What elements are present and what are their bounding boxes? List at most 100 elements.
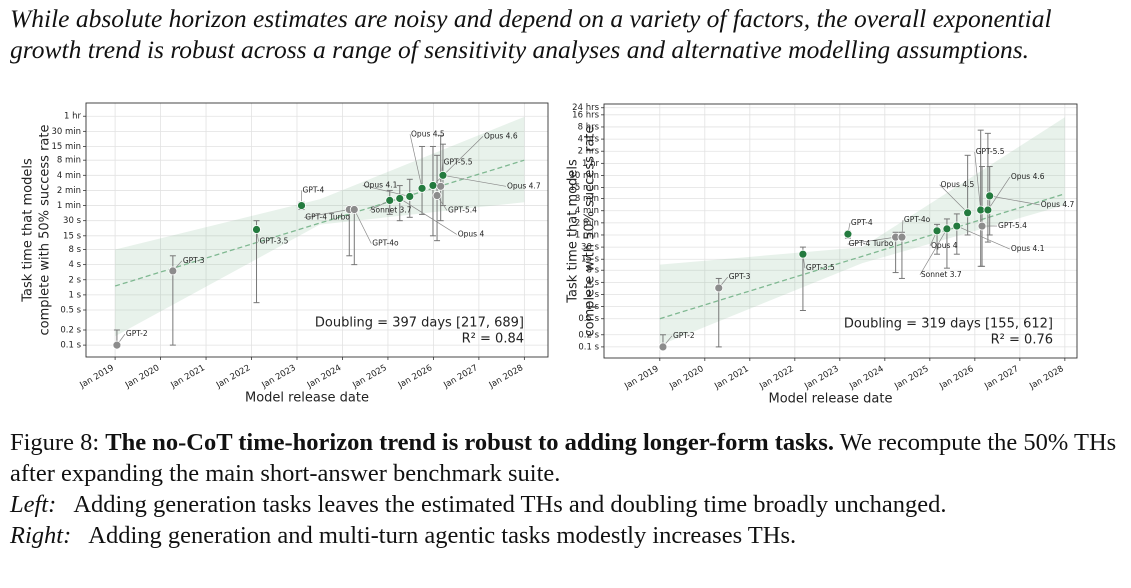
point-label: GPT-2: [126, 329, 148, 338]
x-tick-label: Jan 2023: [259, 363, 297, 391]
caption-left-label: Left:: [10, 491, 57, 518]
error-bar: [953, 213, 960, 255]
y-tick-label: 4 s: [68, 260, 81, 270]
y-tick-label: 8 hrs: [578, 122, 600, 132]
data-point: [168, 266, 178, 276]
point-label: GPT-3: [183, 256, 205, 265]
data-point: [985, 191, 995, 201]
point-label: GPT-5.5: [976, 147, 1005, 156]
point-label: GPT-4 Turbo: [305, 213, 350, 222]
leader-line: [939, 184, 968, 214]
intro-text: While absolute horizon estimates are noi…: [10, 4, 1052, 64]
caption-line: Left: Adding generation tasks leaves the…: [10, 489, 1128, 520]
data-point: [976, 205, 986, 215]
leader-line: [987, 176, 1011, 211]
y-tick-label: 24 hrs: [572, 103, 599, 113]
point-label: Opus 4.1: [364, 180, 398, 189]
leader-line: [919, 228, 948, 276]
chart: 0.1 s 0.2 s 0.5 s 1 s 2 s 4 s 8 s 15 s 30 s 1 min…: [21, 102, 549, 406]
y-axis-label: Task time that models: [566, 159, 581, 304]
x-tick-label: Jan 2019: [622, 364, 660, 392]
y-tick-label: 0.1 s: [578, 342, 599, 352]
caption-left-text: Adding generation tasks leaves the estim…: [73, 491, 947, 518]
y-tick-label: 15 s: [63, 231, 82, 241]
y-tick-label: 0.5 s: [578, 314, 599, 324]
confidence-band: [659, 117, 1065, 346]
data-point: [349, 205, 359, 214]
point-label: Opus 4.1: [1011, 244, 1045, 253]
caption-text: We recompute the 50% THs after expanding…: [10, 429, 1117, 487]
caption-line: Right: Adding generation and multi-turn …: [10, 520, 1128, 551]
y-tick-label: 2 min: [575, 218, 599, 228]
y-tick-label: 30 s: [581, 243, 600, 253]
caption-right-label: Right:: [10, 522, 72, 549]
data-point: [658, 342, 668, 352]
annotation: Doubling = 397 days [217, 689]: [315, 316, 524, 331]
x-axis-label: Model release date: [245, 391, 369, 406]
point-label: Opus 4: [931, 241, 958, 250]
point-label: GPT-5.5: [444, 157, 473, 166]
x-tick-label: Jan 2023: [802, 364, 840, 392]
leader-line: [304, 209, 350, 218]
point-label: GPT-3: [729, 272, 751, 281]
point-label: Opus 4.7: [507, 181, 541, 190]
x-tick-label: Jan 2024: [305, 363, 343, 391]
y-tick-label: 1 min: [57, 201, 81, 211]
y-tick-label: 2 s: [68, 275, 81, 285]
point-label: Opus 4.7: [1041, 200, 1075, 209]
data-point: [436, 181, 446, 191]
x-tick-label: Jan 2020: [123, 363, 161, 391]
error-bar: [964, 154, 971, 236]
annotation: R² = 0.76: [991, 333, 1053, 348]
data-point: [714, 283, 724, 293]
error-bar: [429, 145, 436, 237]
x-axis-label: Model release date: [768, 392, 892, 407]
y-tick-label: 0.5 s: [60, 306, 81, 316]
data-point: [952, 221, 962, 231]
plot-area: [86, 103, 548, 357]
leader-line: [956, 225, 1010, 250]
leader-line: [442, 174, 507, 187]
y-tick-label: 8 s: [586, 266, 599, 276]
caption-title: The no-CoT time-horizon trend is robust …: [105, 429, 834, 456]
data-point: [432, 191, 442, 200]
caption: Figure 8: The no-CoT time-horizon trend …: [10, 427, 1128, 551]
leader-line: [362, 185, 410, 197]
error-bar: [977, 129, 984, 267]
data-point: [932, 226, 942, 236]
y-tick-label: 1 s: [586, 302, 599, 312]
y-tick-label: 1 min: [575, 230, 599, 240]
data-point: [977, 221, 987, 231]
x-tick-label: Jan 2021: [712, 364, 750, 392]
leader-line: [409, 134, 423, 189]
figure-label: Figure 8:: [10, 429, 100, 456]
data-point: [428, 181, 438, 190]
data-point: [983, 205, 993, 215]
data-point: [942, 224, 952, 234]
x-tick-label: Jan 2020: [667, 364, 705, 392]
y-tick-label: 4 s: [586, 278, 599, 288]
caption-right-text: Adding generation and multi-turn agentic…: [88, 522, 797, 549]
trend-line: [114, 159, 525, 287]
y-tick-label: 8 s: [68, 245, 81, 255]
x-tick-label: Jan 2025: [350, 363, 388, 391]
point-label: Opus 4.5: [411, 129, 445, 138]
y-tick-label: 0.1 s: [60, 341, 81, 351]
y-tick-label: 2 s: [586, 290, 599, 300]
y-tick-label: 16 hrs: [572, 110, 599, 120]
x-tick-label: Jan 2027: [982, 364, 1020, 392]
point-label: Sonnet 3.7: [921, 270, 962, 279]
error-bar: [396, 185, 403, 222]
y-tick-label: 2 min: [57, 186, 81, 196]
y-tick-label: 8 min: [57, 156, 81, 166]
x-tick-label: Jan 2021: [169, 363, 207, 391]
point-label: Opus 4.5: [941, 180, 975, 189]
y-tick-label: 1 hr: [64, 112, 81, 122]
leader-line: [974, 151, 982, 211]
y-tick-label: 30 min: [51, 127, 81, 137]
y-tick-label: 8 min: [575, 194, 599, 204]
x-tick-label: Jan 2026: [396, 363, 434, 391]
data-point: [297, 201, 306, 210]
point-label: Opus 4.6: [484, 131, 518, 140]
